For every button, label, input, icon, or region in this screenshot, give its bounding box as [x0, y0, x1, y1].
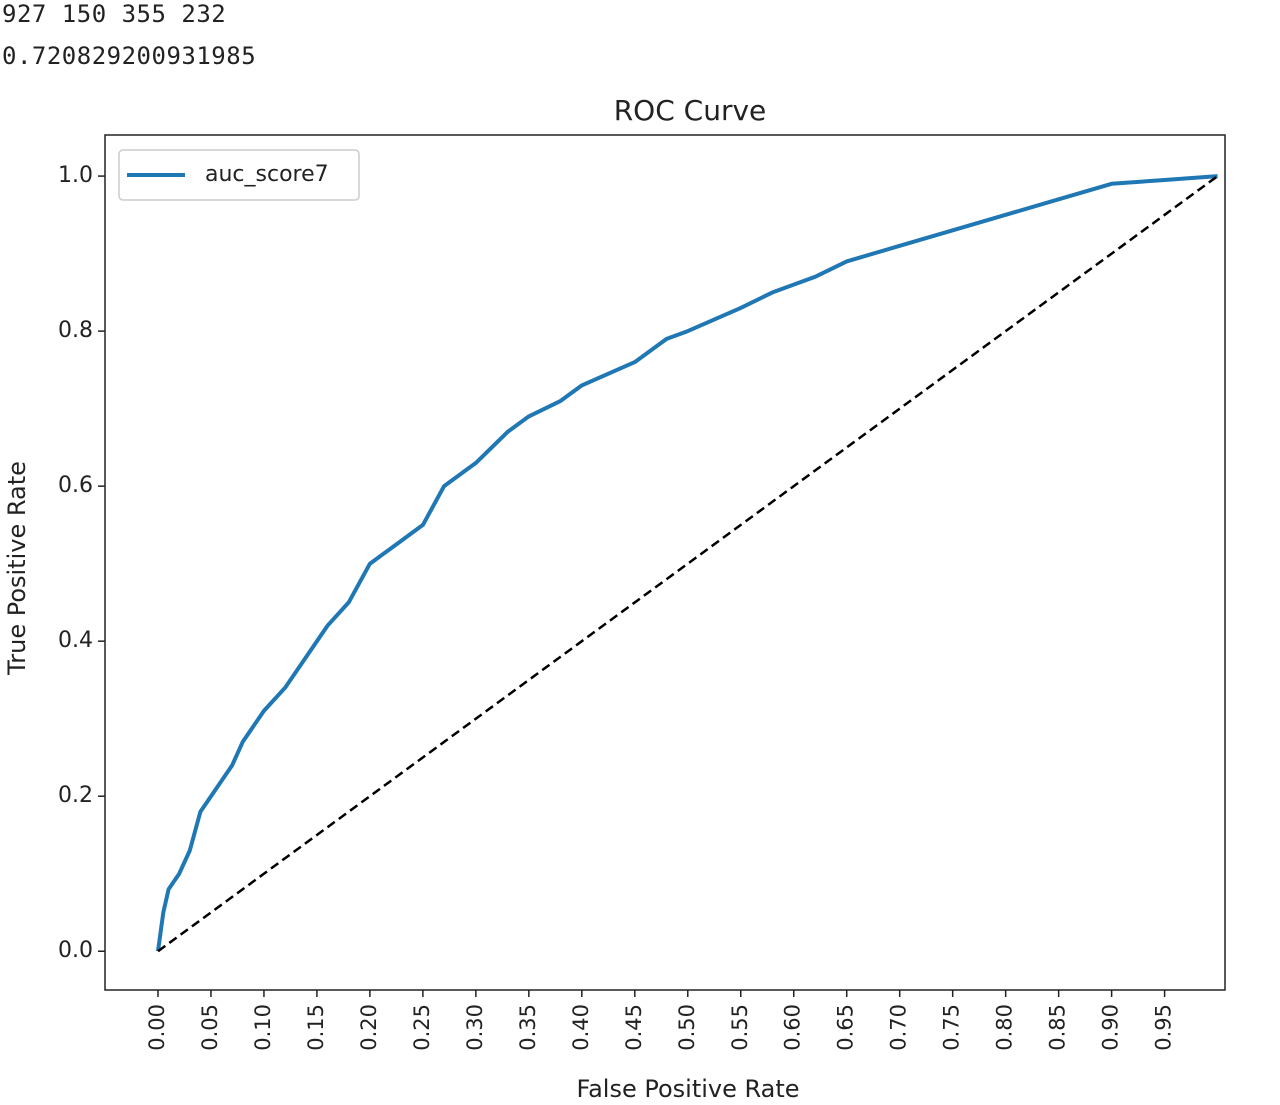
x-tick-label: 0.45 [622, 1004, 646, 1051]
x-tick-label: 0.75 [940, 1004, 964, 1051]
x-axis-label: False Positive Rate [576, 1075, 799, 1103]
y-axis-label: True Positive Rate [3, 461, 31, 676]
x-tick-label: 0.00 [145, 1004, 169, 1051]
x-tick-label: 0.05 [198, 1004, 222, 1051]
x-tick-label: 0.35 [516, 1004, 540, 1051]
series-line [157, 175, 1219, 953]
plot-frame [104, 134, 1226, 991]
x-tick-label: 0.70 [887, 1004, 911, 1051]
legend-box [118, 149, 360, 201]
legend-label: auc_score7 [205, 162, 329, 187]
x-tick-label: 0.65 [834, 1004, 858, 1051]
x-tick-label: 0.60 [781, 1004, 805, 1051]
x-tick-label: 0.80 [993, 1004, 1017, 1051]
x-tick-label: 0.55 [728, 1004, 752, 1051]
x-tick-label: 0.15 [304, 1004, 328, 1051]
output-line: 927 150 355 232 [2, 0, 227, 28]
output-line: 0.720829200931985 [2, 42, 257, 70]
y-tick-label: 0.4 [58, 628, 93, 653]
series-line [156, 174, 1218, 952]
x-tick-label: 0.25 [410, 1004, 434, 1051]
x-tick-label: 0.30 [463, 1004, 487, 1051]
x-tick-label: 0.40 [569, 1004, 593, 1051]
x-tick-label: 0.95 [1152, 1004, 1176, 1051]
x-tick-label: 0.50 [675, 1004, 699, 1051]
x-tick-label: 0.85 [1046, 1004, 1070, 1051]
y-tick-label: 1.0 [58, 163, 93, 188]
chart-title: ROC Curve [614, 94, 767, 127]
y-tick-label: 0.6 [58, 473, 93, 498]
x-tick-label: 0.90 [1099, 1004, 1123, 1051]
y-tick-label: 0.0 [58, 938, 93, 963]
y-tick-label: 0.2 [58, 783, 93, 808]
y-tick-label: 0.8 [58, 318, 93, 343]
x-tick-label: 0.20 [357, 1004, 381, 1051]
x-tick-label: 0.10 [251, 1004, 275, 1051]
